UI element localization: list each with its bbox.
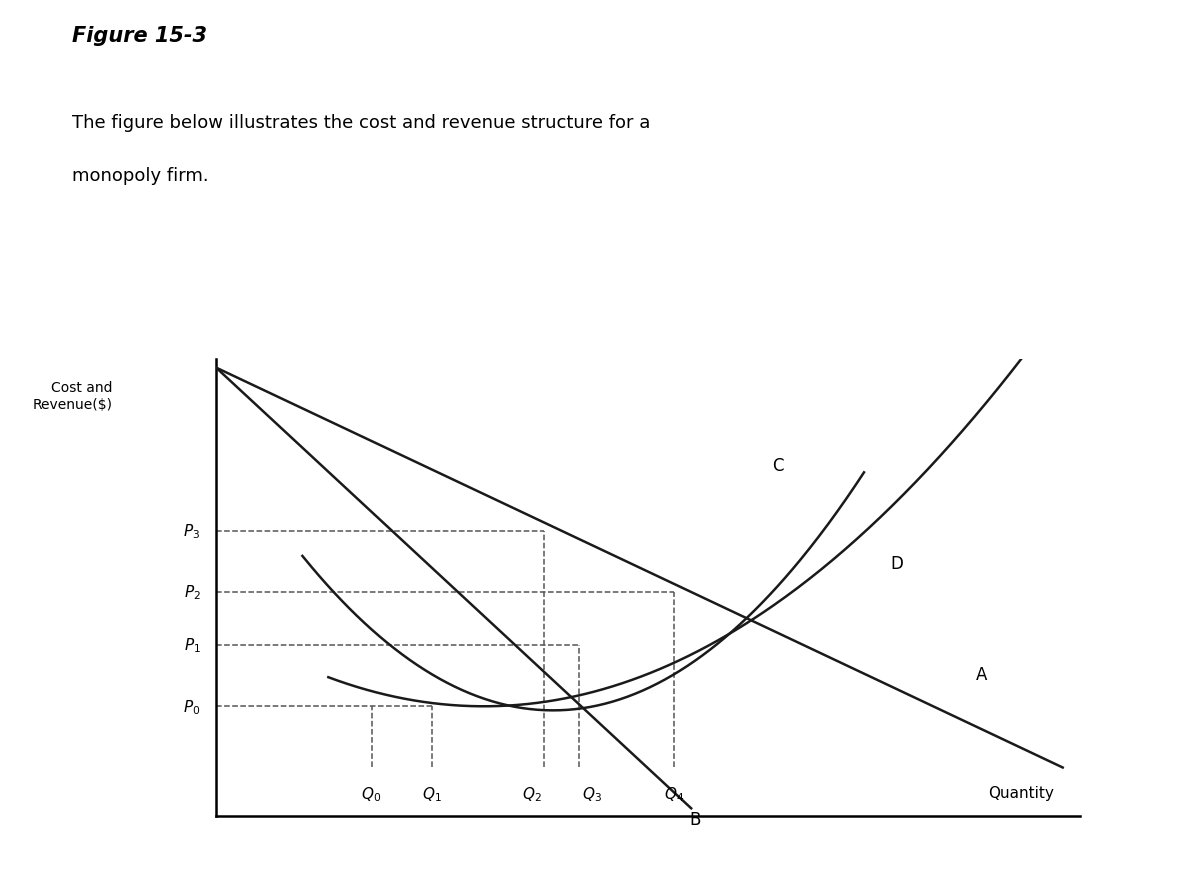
Text: B: B [690,810,701,829]
Text: $Q_0$: $Q_0$ [361,785,382,803]
Text: Quantity: Quantity [989,785,1054,800]
Text: $P_1$: $P_1$ [184,636,200,655]
Text: $P_0$: $P_0$ [184,697,200,716]
Text: The figure below illustrates the cost and revenue structure for a: The figure below illustrates the cost an… [72,114,650,132]
Text: $P_3$: $P_3$ [184,522,200,541]
Text: monopoly firm.: monopoly firm. [72,167,209,184]
Text: D: D [890,555,902,572]
Text: A: A [977,665,988,683]
Text: $Q_4$: $Q_4$ [664,785,684,803]
Text: Cost and
Revenue($): Cost and Revenue($) [32,380,113,412]
Text: $P_2$: $P_2$ [184,583,200,601]
Text: Figure 15-3: Figure 15-3 [72,26,208,47]
Text: $Q_1$: $Q_1$ [422,785,442,803]
Text: C: C [772,457,784,474]
Text: $Q_2$: $Q_2$ [522,785,541,803]
Text: $Q_3$: $Q_3$ [582,785,601,803]
